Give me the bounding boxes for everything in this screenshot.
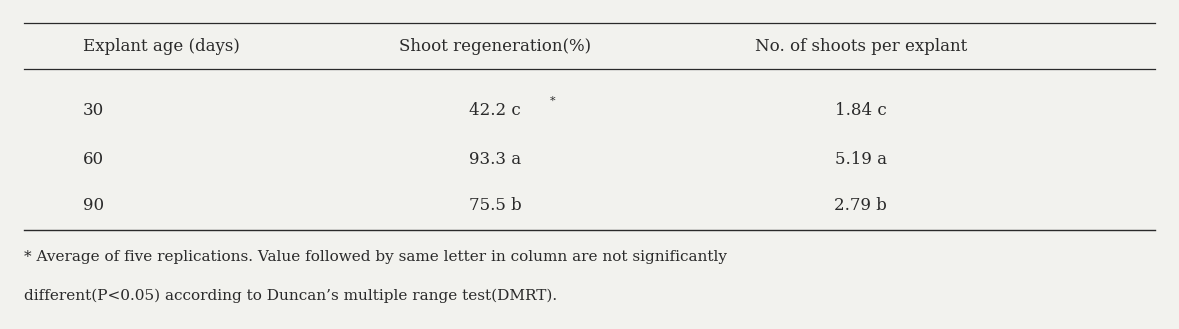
Text: Shoot regeneration(%): Shoot regeneration(%) [400,38,591,55]
Text: Explant age (days): Explant age (days) [83,38,239,55]
Text: 75.5 b: 75.5 b [469,197,521,214]
Text: different(P<0.05) according to Duncan’s multiple range test(DMRT).: different(P<0.05) according to Duncan’s … [24,289,556,303]
Text: *: * [549,96,555,106]
Text: 1.84 c: 1.84 c [835,102,887,119]
Text: 30: 30 [83,102,104,119]
Text: 42.2 c: 42.2 c [469,102,521,119]
Text: 60: 60 [83,151,104,168]
Text: No. of shoots per explant: No. of shoots per explant [755,38,967,55]
Text: 5.19 a: 5.19 a [835,151,887,168]
Text: * Average of five replications. Value followed by same letter in column are not : * Average of five replications. Value fo… [24,250,726,264]
Text: 90: 90 [83,197,104,214]
Text: 2.79 b: 2.79 b [835,197,887,214]
Text: 93.3 a: 93.3 a [469,151,521,168]
